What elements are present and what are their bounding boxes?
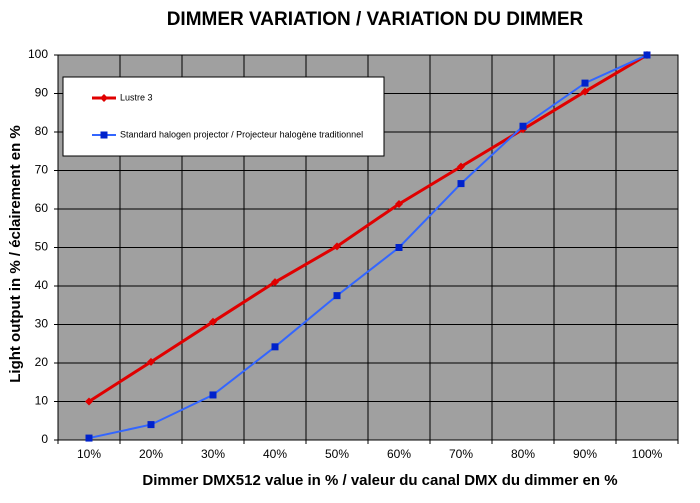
y-tick-label: 90 <box>35 86 49 100</box>
x-tick-label: 30% <box>201 447 225 461</box>
point <box>85 434 93 442</box>
x-tick-label: 40% <box>263 447 287 461</box>
point <box>85 397 93 406</box>
point <box>209 317 217 326</box>
y-tick-label: 30 <box>35 317 49 331</box>
point <box>395 199 403 208</box>
point <box>147 357 155 366</box>
point <box>519 122 527 130</box>
point <box>209 391 217 399</box>
y-tick-label: 40 <box>35 278 49 292</box>
x-tick-label: 70% <box>449 447 473 461</box>
legend-marker <box>100 131 108 139</box>
x-tick-label: 20% <box>139 447 163 461</box>
x-tick-label: 50% <box>325 447 349 461</box>
x-tick-label: 80% <box>511 447 535 461</box>
point <box>147 421 155 429</box>
y-axis-label: Light output in % / éclairement en % <box>7 125 24 383</box>
x-tick-label: 90% <box>573 447 597 461</box>
y-tick-label: 20 <box>35 355 49 369</box>
legend-label: Standard halogen projector / Projecteur … <box>120 129 363 139</box>
y-tick-label: 10 <box>35 394 49 408</box>
x-axis-label: Dimmer DMX512 value in % / valeur du can… <box>142 472 617 489</box>
y-tick-label: 50 <box>35 240 49 254</box>
point <box>271 343 279 351</box>
point <box>457 180 465 188</box>
x-tick-label: 100% <box>632 447 663 461</box>
legend-marker <box>100 94 108 102</box>
point <box>643 51 651 59</box>
point <box>395 244 403 251</box>
series-line <box>88 54 648 440</box>
y-tick-label: 70 <box>35 163 49 177</box>
chart-title: DIMMER VARIATION / VARIATION DU DIMMER <box>167 9 584 30</box>
x-tick-label: 10% <box>77 447 101 461</box>
legend-box <box>62 76 385 157</box>
point <box>271 278 279 287</box>
y-tick-label: 80 <box>35 124 49 138</box>
point <box>457 162 465 171</box>
point <box>333 292 341 300</box>
legend-label: Lustre 3 <box>120 92 153 102</box>
x-tick-label: 60% <box>387 447 411 461</box>
point <box>581 79 589 87</box>
y-tick-label: 0 <box>41 432 48 446</box>
y-tick-label: 100 <box>28 47 48 61</box>
y-tick-label: 60 <box>35 201 49 215</box>
series-line <box>88 53 648 403</box>
point <box>581 87 589 96</box>
point <box>333 242 341 251</box>
